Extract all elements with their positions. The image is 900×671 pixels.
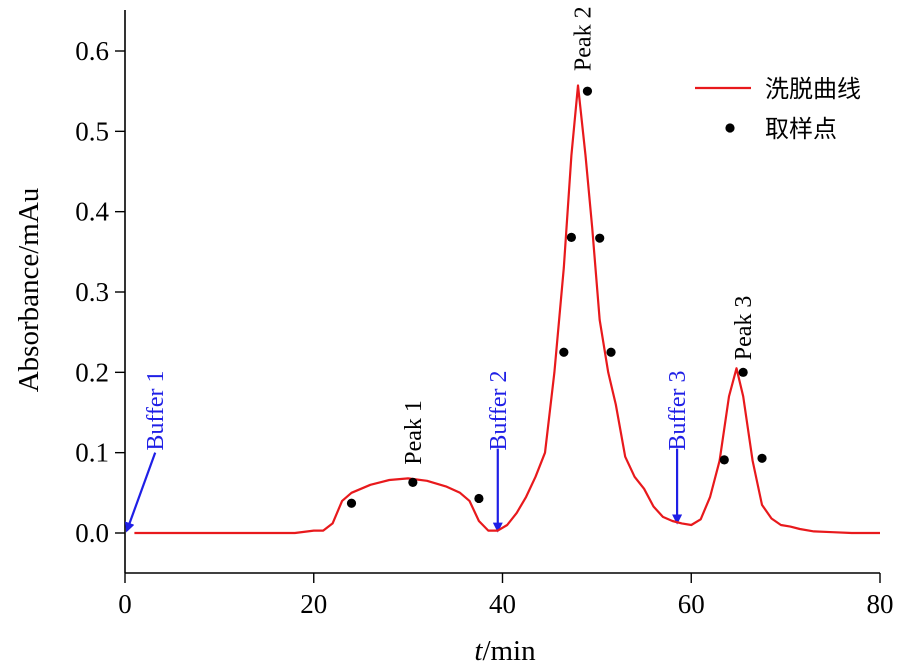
legend: 洗脱曲线 取样点 bbox=[695, 75, 861, 143]
y-tick-label: 0.3 bbox=[75, 277, 109, 307]
x-tick-label: 20 bbox=[300, 589, 327, 619]
sampling-point bbox=[474, 493, 484, 504]
legend-label-elution-curve: 洗脱曲线 bbox=[765, 75, 861, 103]
annotations: Peak 1 Peak 2 Peak 3 Buffer 1 Buffer 2 Buffer… bbox=[124, 6, 757, 533]
sampling-point bbox=[346, 498, 357, 508]
y-tick-label: 0.1 bbox=[75, 438, 109, 468]
sampling-point bbox=[582, 86, 593, 96]
y-axis-title: Absorbance/mAu bbox=[13, 188, 45, 393]
buffer-label: Buffer 2 bbox=[486, 370, 512, 450]
peak-label: Peak 1 bbox=[401, 400, 427, 465]
peak-label: Peak 3 bbox=[731, 296, 757, 361]
x-tick-label: 80 bbox=[867, 589, 894, 619]
x-axis-title-italic: t bbox=[474, 635, 483, 667]
x-axis-title: t/min bbox=[474, 635, 536, 667]
elution-curve-line bbox=[134, 84, 880, 535]
x-axis: 0 20 40 60 80 bbox=[118, 572, 894, 619]
sampling-point bbox=[738, 367, 748, 377]
sampling-point bbox=[595, 233, 605, 243]
y-tick-label: 0.0 bbox=[75, 518, 109, 548]
sampling-point bbox=[606, 347, 616, 357]
y-axis: 0.0 0.1 0.2 0.3 0.4 0.5 0.6 bbox=[75, 10, 126, 573]
y-tick-label: 0.5 bbox=[75, 116, 109, 146]
x-tick-label: 60 bbox=[678, 589, 705, 619]
legend-label-sampling-points: 取样点 bbox=[765, 115, 837, 143]
y-tick-label: 0.4 bbox=[75, 197, 109, 227]
sampling-point bbox=[408, 477, 418, 487]
y-tick-label: 0.2 bbox=[75, 357, 109, 387]
x-axis-title-unit: /min bbox=[482, 635, 536, 667]
buffer-label: Buffer 3 bbox=[665, 370, 691, 450]
sampling-point bbox=[566, 232, 576, 242]
series-layer bbox=[134, 84, 880, 535]
sampling-point bbox=[559, 347, 569, 357]
x-tick-label: 40 bbox=[489, 589, 516, 619]
x-tick-label: 0 bbox=[118, 589, 132, 619]
legend-dot-swatch bbox=[725, 123, 735, 133]
x-ticks: 0 20 40 60 80 bbox=[118, 573, 894, 619]
sampling-point bbox=[757, 453, 767, 463]
y-tick-label: 0.6 bbox=[75, 36, 109, 66]
buffer-label: Buffer 1 bbox=[143, 370, 169, 450]
y-ticks: 0.0 0.1 0.2 0.3 0.4 0.5 0.6 bbox=[75, 36, 125, 548]
peak-label: Peak 2 bbox=[571, 6, 597, 71]
sampling-point bbox=[719, 455, 729, 465]
buffer-arrow bbox=[124, 452, 157, 533]
